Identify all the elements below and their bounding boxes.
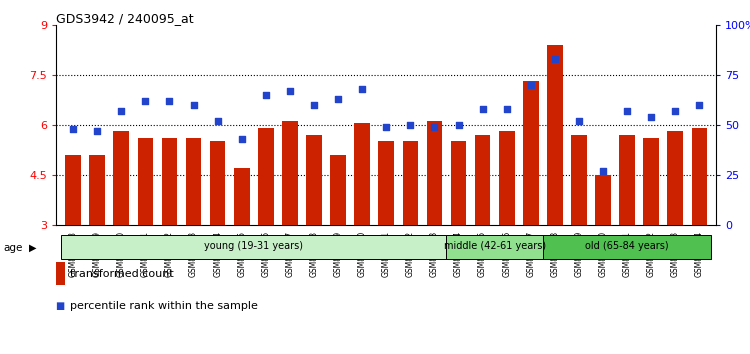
Bar [65, 155, 81, 225]
Text: ■: ■ [55, 301, 64, 311]
Point [573, 118, 585, 124]
Point [308, 102, 320, 108]
Text: middle (42-61 years): middle (42-61 years) [443, 241, 546, 251]
Point [92, 128, 104, 133]
Bar [379, 142, 394, 225]
Bar [403, 142, 418, 225]
Bar [234, 168, 250, 225]
Point [549, 56, 561, 62]
Bar [89, 155, 105, 225]
Text: ▶: ▶ [28, 243, 36, 253]
Bar [547, 45, 562, 225]
Bar [61, 235, 446, 259]
Point [501, 106, 513, 112]
Bar [137, 138, 153, 225]
Bar [113, 131, 129, 225]
Text: young (19-31 years): young (19-31 years) [204, 241, 303, 251]
Point [188, 102, 200, 108]
Text: percentile rank within the sample: percentile rank within the sample [70, 301, 258, 311]
Bar [210, 142, 226, 225]
Bar [427, 121, 442, 225]
Point [621, 108, 633, 114]
Text: GDS3942 / 240095_at: GDS3942 / 240095_at [56, 12, 194, 25]
Point [67, 126, 79, 132]
Point [476, 106, 488, 112]
Bar [596, 175, 610, 225]
Point [211, 118, 223, 124]
Bar [668, 131, 683, 225]
Bar [446, 235, 543, 259]
Bar [620, 135, 635, 225]
Text: age: age [4, 243, 23, 253]
Text: old (65-84 years): old (65-84 years) [585, 241, 669, 251]
Bar [499, 131, 514, 225]
Bar [282, 121, 298, 225]
Text: transformed count: transformed count [70, 269, 173, 279]
Bar [258, 128, 274, 225]
Point [404, 122, 416, 128]
Bar [523, 81, 538, 225]
Bar [475, 135, 490, 225]
Bar [692, 128, 707, 225]
Bar [451, 142, 466, 225]
Bar [306, 135, 322, 225]
Point [140, 98, 152, 104]
Point [428, 124, 440, 130]
Point [452, 122, 464, 128]
Point [525, 82, 537, 88]
Point [284, 88, 296, 93]
Point [356, 86, 368, 92]
Point [645, 114, 657, 120]
Point [597, 168, 609, 173]
Bar [162, 138, 177, 225]
Bar [186, 138, 202, 225]
Bar [571, 135, 586, 225]
Point [694, 102, 706, 108]
Point [116, 108, 128, 114]
Bar [354, 123, 370, 225]
Point [669, 108, 681, 114]
Point [380, 124, 392, 130]
Bar [543, 235, 712, 259]
Point [236, 136, 248, 142]
Bar [330, 155, 346, 225]
Point [260, 92, 272, 98]
Point [164, 98, 176, 104]
Bar [644, 138, 659, 225]
Point [332, 96, 344, 102]
